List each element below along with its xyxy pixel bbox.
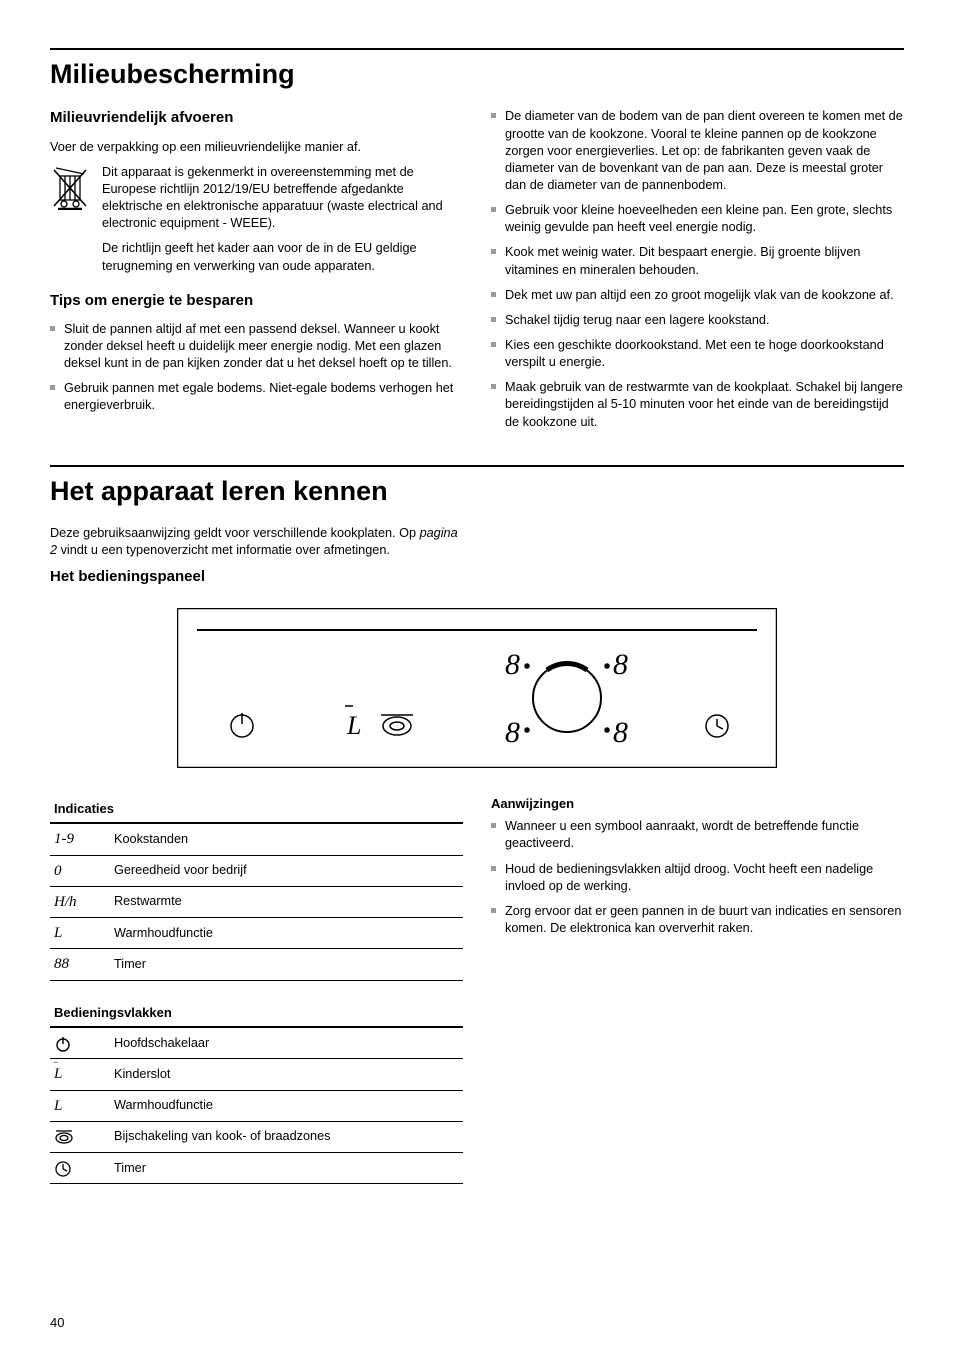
tip-item: Sluit de pannen altijd af met een passen… — [50, 321, 463, 372]
tip-item: Kook met weinig water. Dit bespaart ener… — [491, 244, 904, 278]
intro-afvoeren: Voer de verpakking op een milieuvriendel… — [50, 139, 463, 156]
control-panel-figure: L 8 8 8 8 — [50, 608, 904, 773]
desc: Warmhoudfunctie — [110, 1090, 463, 1121]
desc: Gereedheid voor bedrijf — [110, 855, 463, 886]
tip-item: Gebruik pannen met egale bodems. Niet-eg… — [50, 380, 463, 414]
zone-switch-icon — [50, 1121, 110, 1152]
weee-block: Dit apparaat is gekenmerkt in overeenste… — [50, 164, 463, 283]
desc: Timer — [110, 1153, 463, 1184]
sym-88: 88 — [50, 949, 110, 980]
tip-item: Schakel tijdig terug naar een lagere koo… — [491, 312, 904, 329]
panel-title: Het bedieningspaneel — [50, 567, 463, 587]
tip-item: Maak gebruik van de restwarmte van de ko… — [491, 379, 904, 430]
tips-list-left: Sluit de pannen altijd af met een passen… — [50, 321, 463, 415]
aanwijzingen-list: Wanneer u een symbool aanraakt, wordt de… — [491, 818, 904, 937]
weee-text: Dit apparaat is gekenmerkt in overeenste… — [102, 164, 463, 283]
indicaties-table: Indicaties 1‑9 Kookstanden 0 Gereedheid … — [50, 795, 463, 981]
bedien-header: Bedieningsvlakken — [50, 999, 463, 1028]
table-row: 1‑9 Kookstanden — [50, 823, 463, 855]
aanwijzing-item: Zorg ervoor dat er geen pannen in de buu… — [491, 903, 904, 937]
table-row: H/h Restwarmte — [50, 886, 463, 917]
table-row: L Warmhoudfunctie — [50, 1090, 463, 1121]
sym-l: L — [50, 918, 110, 949]
kinderslot-icon: L¯ — [50, 1059, 110, 1090]
aanwijzing-item: Wanneer u een symbool aanraakt, wordt de… — [491, 818, 904, 852]
table-row: Timer — [50, 1153, 463, 1184]
svg-text:8: 8 — [613, 716, 628, 749]
table-row: Hoofdschakelaar — [50, 1027, 463, 1059]
page-number: 40 — [50, 1314, 64, 1332]
desc: Bijschakeling van kook- of braadzones — [110, 1121, 463, 1152]
warmhoud-icon: L — [50, 1090, 110, 1121]
section-title-apparaat: Het apparaat leren kennen — [50, 473, 904, 509]
tip-item: Gebruik voor kleine hoeveelheden een kle… — [491, 202, 904, 236]
intro-col-empty — [491, 525, 904, 598]
table-row: 0 Gereedheid voor bedrijf — [50, 855, 463, 886]
tip-item: De diameter van de bodem van de pan dien… — [491, 108, 904, 194]
desc: Kinderslot — [110, 1059, 463, 1090]
weee-para2: De richtlijn geeft het kader aan voor de… — [102, 240, 463, 274]
desc: Restwarmte — [110, 886, 463, 917]
sub-title-afvoeren: Milieuvriendelijk afvoeren — [50, 108, 463, 128]
intro-row: Deze gebruiksaanwijzing geldt voor versc… — [50, 525, 904, 598]
table-row: L¯ Kinderslot — [50, 1059, 463, 1090]
col-left: Milieuvriendelijk afvoeren Voer de verpa… — [50, 108, 463, 438]
indicaties-header: Indicaties — [50, 795, 463, 824]
section-rule — [50, 48, 904, 50]
svg-text:8: 8 — [505, 716, 520, 749]
table-row: Bijschakeling van kook- of braadzones — [50, 1121, 463, 1152]
weee-bin-icon — [50, 164, 92, 283]
tips-list-right: De diameter van de bodem van de pan dien… — [491, 108, 904, 430]
sym-h: H/h — [50, 886, 110, 917]
tip-item: Kies een geschikte doorkookstand. Met ee… — [491, 337, 904, 371]
sym-0: 0 — [50, 855, 110, 886]
power-icon — [50, 1027, 110, 1059]
intro-b: vindt u een typenoverzicht met informati… — [57, 543, 390, 557]
aanwijzing-item: Houd de bedieningsvlakken altijd droog. … — [491, 861, 904, 895]
svg-text:8: 8 — [505, 648, 520, 681]
intro-col: Deze gebruiksaanwijzing geldt voor versc… — [50, 525, 463, 598]
section-rule — [50, 465, 904, 467]
table-row: 88 Timer — [50, 949, 463, 980]
tables-left: Indicaties 1‑9 Kookstanden 0 Gereedheid … — [50, 795, 463, 1203]
col-right: De diameter van de bodem van de pan dien… — [491, 108, 904, 438]
svg-text:8: 8 — [613, 648, 628, 681]
columns-milieu: Milieuvriendelijk afvoeren Voer de verpa… — [50, 108, 904, 438]
timer-icon — [50, 1153, 110, 1184]
desc: Kookstanden — [110, 823, 463, 855]
bedien-table: Bedieningsvlakken Hoofdschakelaar L¯ Kin… — [50, 999, 463, 1185]
sub-title-tips: Tips om energie te besparen — [50, 291, 463, 311]
desc: Timer — [110, 949, 463, 980]
svg-text:L: L — [346, 711, 361, 740]
table-row: L Warmhoudfunctie — [50, 918, 463, 949]
tables-row: Indicaties 1‑9 Kookstanden 0 Gereedheid … — [50, 795, 904, 1203]
tip-item: Dek met uw pan altijd een zo groot mogel… — [491, 287, 904, 304]
intro-a: Deze gebruiksaanwijzing geldt voor versc… — [50, 526, 420, 540]
intro-apparaat: Deze gebruiksaanwijzing geldt voor versc… — [50, 525, 463, 559]
sym-1-9: 1‑9 — [50, 823, 110, 855]
aanwijzingen-header: Aanwijzingen — [491, 795, 904, 813]
desc: Warmhoudfunctie — [110, 918, 463, 949]
desc: Hoofdschakelaar — [110, 1027, 463, 1059]
section-title-milieu: Milieubescherming — [50, 56, 904, 92]
aanwijzingen-col: Aanwijzingen Wanneer u een symbool aanra… — [491, 795, 904, 1203]
weee-para1: Dit apparaat is gekenmerkt in overeenste… — [102, 164, 463, 233]
